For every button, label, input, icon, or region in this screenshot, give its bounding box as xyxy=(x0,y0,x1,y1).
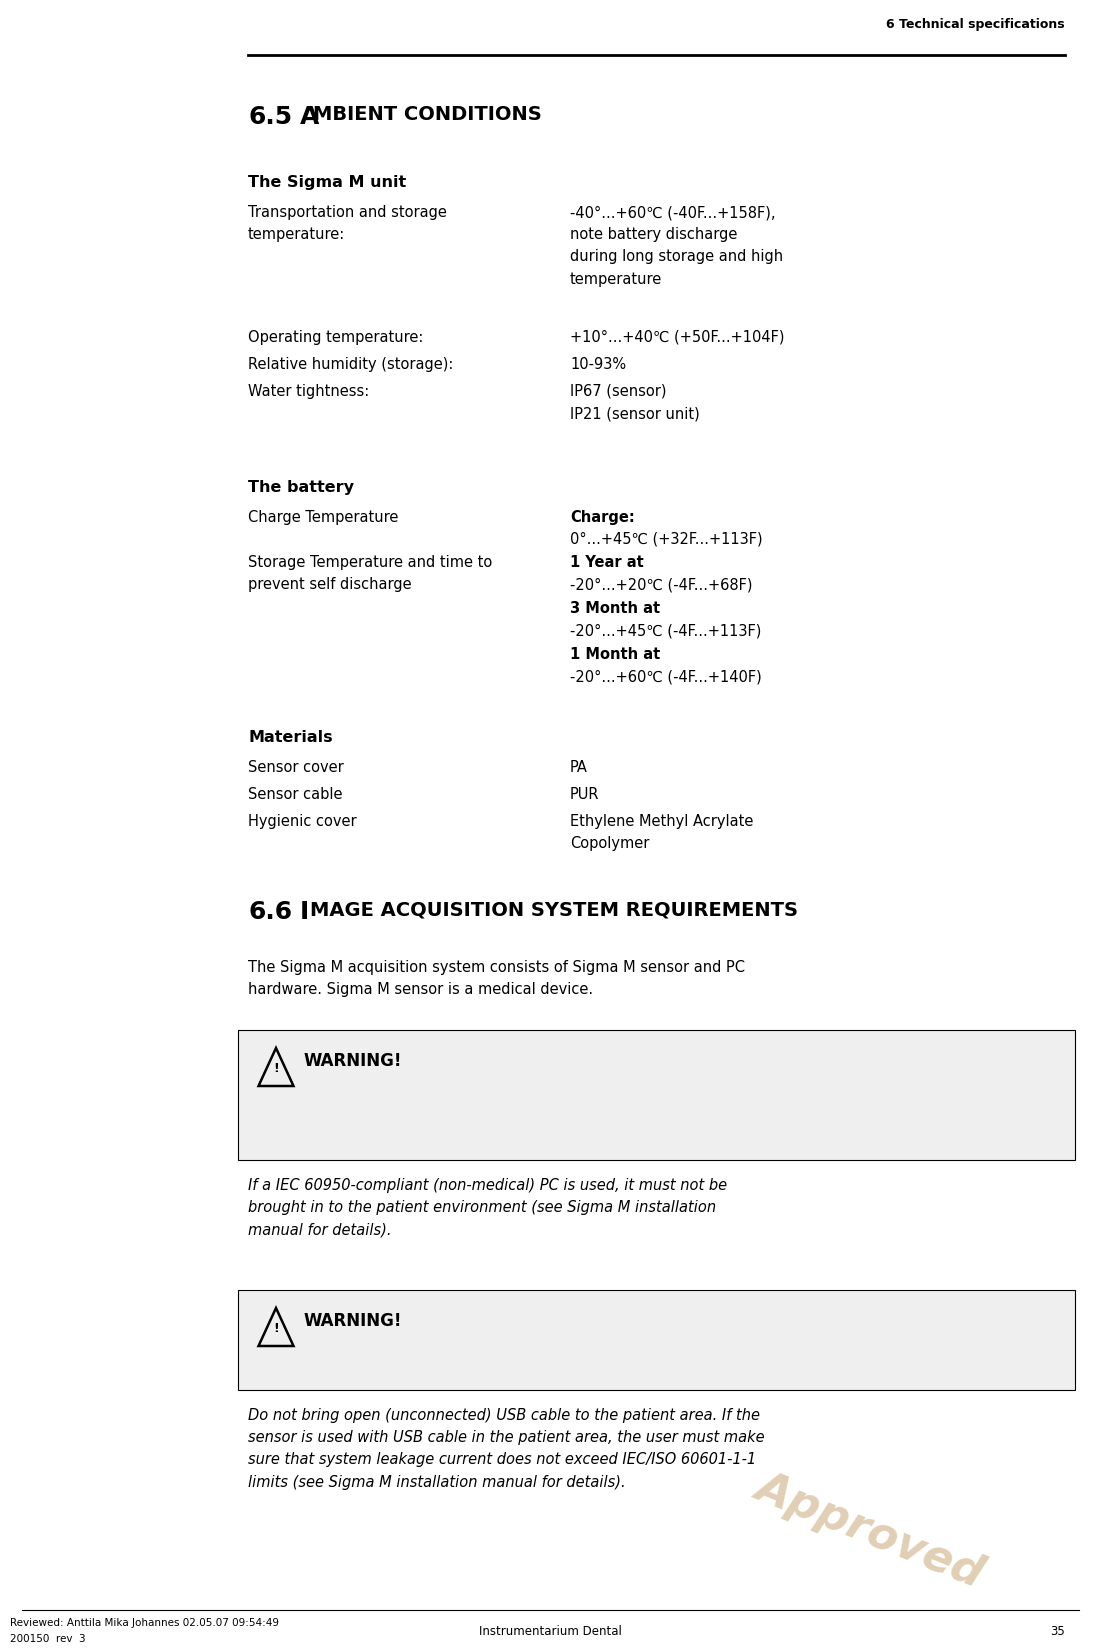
Text: The battery: The battery xyxy=(248,480,355,495)
Text: Hygienic cover: Hygienic cover xyxy=(248,813,357,828)
Text: Relative humidity (storage):: Relative humidity (storage): xyxy=(248,356,454,371)
Text: 1 Month at: 1 Month at xyxy=(570,647,661,662)
Text: -40°...+60℃ (-40F...+158F),
note battery discharge
during long storage and high
: -40°...+60℃ (-40F...+158F), note battery… xyxy=(570,205,783,287)
Text: -20°...+20℃ (-4F...+68F): -20°...+20℃ (-4F...+68F) xyxy=(570,578,752,592)
Text: WARNING!: WARNING! xyxy=(304,1053,402,1069)
Text: !: ! xyxy=(273,1322,279,1335)
FancyBboxPatch shape xyxy=(238,1290,1075,1389)
Text: PUR: PUR xyxy=(570,787,600,802)
Text: 0°...+45℃ (+32F...+113F): 0°...+45℃ (+32F...+113F) xyxy=(570,531,763,548)
Text: 6.6: 6.6 xyxy=(248,899,292,924)
Text: Instrumentarium Dental: Instrumentarium Dental xyxy=(479,1625,622,1638)
Text: If a IEC 60950-compliant (non-medical) PC is used, it must not be
brought in to : If a IEC 60950-compliant (non-medical) P… xyxy=(248,1178,727,1238)
Text: -20°...+45℃ (-4F...+113F): -20°...+45℃ (-4F...+113F) xyxy=(570,624,762,639)
Text: I: I xyxy=(299,899,309,924)
Text: 6 Technical specifications: 6 Technical specifications xyxy=(886,18,1065,31)
Text: The Sigma M unit: The Sigma M unit xyxy=(248,175,406,190)
Text: Approved: Approved xyxy=(750,1465,990,1596)
Text: Materials: Materials xyxy=(248,729,333,746)
Text: Storage Temperature and time to
prevent self discharge: Storage Temperature and time to prevent … xyxy=(248,554,492,592)
Text: The Sigma M acquisition system consists of Sigma M sensor and PC
hardware. Sigma: The Sigma M acquisition system consists … xyxy=(248,960,745,997)
Text: Sensor cover: Sensor cover xyxy=(248,761,344,776)
Text: MBIENT CONDITIONS: MBIENT CONDITIONS xyxy=(313,106,542,124)
Text: 6.5: 6.5 xyxy=(248,106,292,129)
Text: Transportation and storage
temperature:: Transportation and storage temperature: xyxy=(248,205,447,243)
Text: Charge:: Charge: xyxy=(570,510,635,525)
Text: Ethylene Methyl Acrylate
Copolymer: Ethylene Methyl Acrylate Copolymer xyxy=(570,813,753,851)
Text: PA: PA xyxy=(570,761,588,776)
Text: Reviewed: Anttila Mika Johannes 02.05.07 09:54:49: Reviewed: Anttila Mika Johannes 02.05.07… xyxy=(10,1619,279,1629)
Text: IP67 (sensor)
IP21 (sensor unit): IP67 (sensor) IP21 (sensor unit) xyxy=(570,384,700,421)
Text: -20°...+60℃ (-4F...+140F): -20°...+60℃ (-4F...+140F) xyxy=(570,668,762,685)
Text: Charge Temperature: Charge Temperature xyxy=(248,510,399,525)
Text: MAGE ACQUISITION SYSTEM REQUIREMENTS: MAGE ACQUISITION SYSTEM REQUIREMENTS xyxy=(310,899,798,919)
Text: WARNING!: WARNING! xyxy=(304,1312,402,1330)
FancyBboxPatch shape xyxy=(238,1030,1075,1160)
Text: +10°...+40℃ (+50F...+104F): +10°...+40℃ (+50F...+104F) xyxy=(570,330,785,345)
Text: Operating temperature:: Operating temperature: xyxy=(248,330,424,345)
Text: !: ! xyxy=(273,1063,279,1076)
Text: Sensor cable: Sensor cable xyxy=(248,787,342,802)
Text: 200150  rev  3: 200150 rev 3 xyxy=(10,1634,86,1643)
Text: Do not bring open (unconnected) USB cable to the patient area. If the
sensor is : Do not bring open (unconnected) USB cabl… xyxy=(248,1407,764,1490)
Text: Water tightness:: Water tightness: xyxy=(248,384,369,399)
Text: 1 Year at: 1 Year at xyxy=(570,554,644,569)
Text: A: A xyxy=(299,106,319,129)
Text: 10-93%: 10-93% xyxy=(570,356,626,371)
Text: 3 Month at: 3 Month at xyxy=(570,601,661,615)
Text: 35: 35 xyxy=(1050,1625,1065,1638)
